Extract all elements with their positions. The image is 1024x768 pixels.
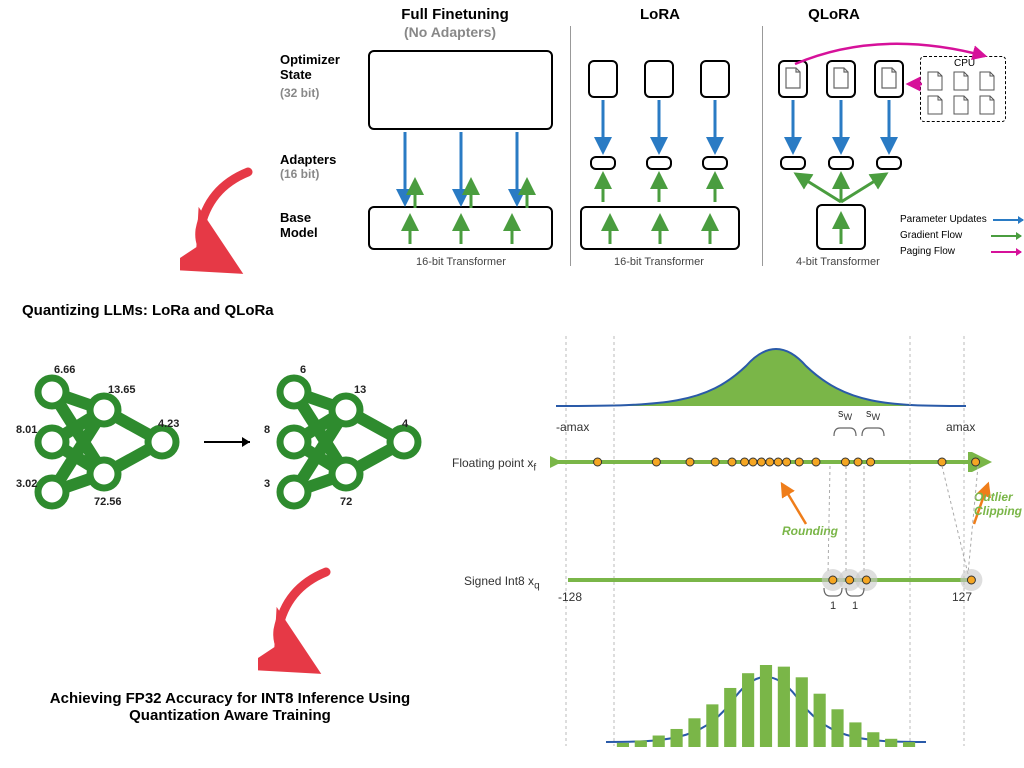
red-arrow-2: [258, 560, 348, 680]
row2-label: Adapters: [280, 152, 336, 167]
divider-1: [570, 26, 571, 266]
top-diagram: Full Finetuning (No Adapters) LoRA QLoRA…: [0, 0, 1024, 295]
qlora-arrows: [770, 96, 920, 216]
row1-label: OptimizerState: [280, 52, 340, 82]
tick2: 1: [852, 600, 858, 612]
nn-r-2: 8: [264, 424, 270, 436]
col1-title: Full Finetuning: [380, 6, 530, 23]
row3-label: BaseModel: [280, 210, 318, 240]
row2-sub: (16 bit): [280, 167, 319, 181]
red-arrow-1: [180, 160, 270, 280]
int-label: Signed Int8 xq: [464, 574, 540, 591]
tick1: 1: [830, 600, 836, 612]
qlora-caption: 4-bit Transformer: [796, 256, 880, 268]
ff-caption: 16-bit Transformer: [416, 256, 506, 268]
sw2: sW: [866, 408, 880, 422]
nn-arrow: [200, 432, 260, 452]
nn-l-2: 8.01: [16, 424, 37, 436]
nn-l-4: 3.02: [16, 478, 37, 490]
legend-2: Gradient Flow: [900, 230, 1021, 241]
lora-opt-3: [700, 60, 730, 98]
paging-arrows: [770, 36, 1020, 96]
nn-l-5: 72.56: [94, 496, 122, 508]
amax-neg: -amax: [556, 420, 589, 434]
qlora-base-inner: [816, 204, 866, 250]
int-max: 127: [952, 590, 972, 604]
legend-1: Parameter Updates: [900, 214, 1023, 225]
nn-r-3: 4: [402, 418, 408, 430]
ff-base-inner: [368, 206, 553, 250]
legend-3: Paging Flow: [900, 246, 1021, 257]
col3-title: QLoRA: [794, 6, 874, 23]
nn-r-1: 13: [354, 384, 366, 396]
nn-l-3: 4.23: [158, 418, 179, 430]
amax-pos: amax: [946, 420, 975, 434]
divider-2: [762, 26, 763, 266]
lora-opt-1: [588, 60, 618, 98]
nn-r-4: 3: [264, 478, 270, 490]
ff-arrows: [368, 128, 553, 210]
row1-sub: (32 bit): [280, 86, 319, 100]
quant-diagram: -amax amax sW sW Floating point xf Round…: [486, 326, 1016, 766]
sw1: sW: [838, 408, 852, 422]
lora-base-inner: [580, 206, 740, 250]
title-1: Quantizing LLMs: LoRa and QLoRa: [22, 302, 274, 319]
int-points: [550, 562, 1000, 598]
sw-brackets: [832, 422, 892, 442]
col2-title: LoRA: [620, 6, 700, 23]
col1-subtitle: (No Adapters): [404, 24, 496, 40]
nn-l-0: 6.66: [54, 364, 75, 376]
nn-r-0: 6: [300, 364, 306, 376]
histogram: [614, 652, 918, 752]
float-label: Floating point xf: [452, 456, 536, 473]
lora-caption: 16-bit Transformer: [614, 256, 704, 268]
nn-r-5: 72: [340, 496, 352, 508]
nn-l-1: 13.65: [108, 384, 136, 396]
int-min: -128: [558, 590, 582, 604]
title-2: Achieving FP32 Accuracy for INT8 Inferen…: [30, 690, 430, 724]
ff-optimizer-box: [368, 50, 553, 130]
lora-arrows: [580, 96, 750, 216]
lora-opt-2: [644, 60, 674, 98]
